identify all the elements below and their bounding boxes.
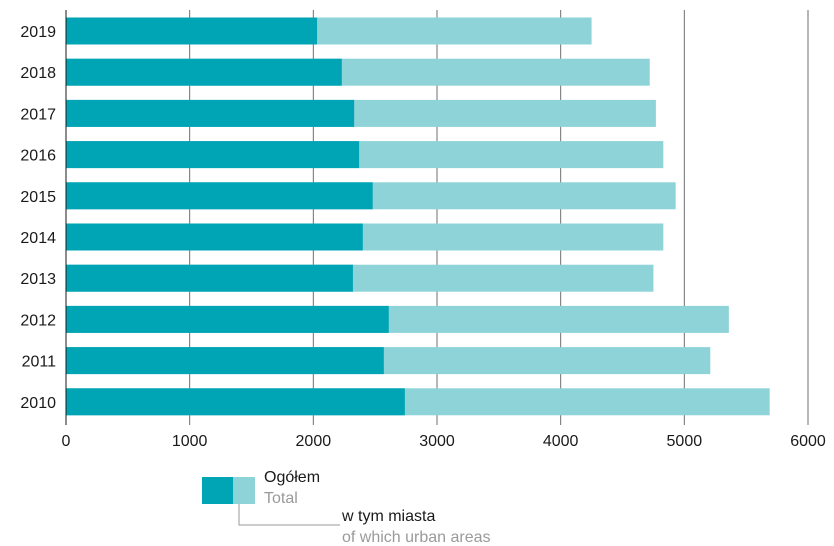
x-tick-labels: 0 1000 2000 3000 4000 5000 6000: [62, 433, 826, 450]
x-tick-label: 4000: [543, 433, 579, 450]
legend-label-urban-en: of which urban areas: [342, 529, 491, 546]
y-tick-label: 2019: [20, 24, 56, 41]
legend-label-urban: w tym miasta: [341, 508, 435, 525]
bar-urban: [66, 305, 389, 333]
legend-swatch-urban: [233, 477, 255, 504]
bar-urban: [66, 223, 363, 251]
x-tick-label: 1000: [172, 433, 208, 450]
y-tick-label: 2011: [22, 354, 57, 371]
y-tick-label: 2014: [20, 230, 56, 247]
legend-connector-line: [238, 504, 340, 526]
legend: Ogółem Total w tym miasta of which urban…: [202, 469, 491, 546]
y-tick-label: 2012: [20, 312, 56, 329]
x-tick-label: 5000: [667, 433, 703, 450]
y-tick-label: 2017: [20, 106, 56, 123]
bar-urban: [66, 58, 342, 86]
x-tick-label: 0: [62, 433, 71, 450]
y-tick-label: 2015: [20, 189, 56, 206]
bar-urban: [66, 17, 318, 45]
legend-label-total-en: Total: [264, 490, 298, 507]
legend-swatch-total: [202, 477, 233, 504]
bar-urban: [66, 388, 405, 416]
legend-label-total: Ogółem: [264, 469, 320, 486]
x-tick-label: 3000: [419, 433, 455, 450]
y-tick-label: 2016: [20, 148, 56, 165]
bar-urban: [66, 264, 353, 292]
y-tick-label: 2013: [20, 271, 56, 288]
x-tick-label: 2000: [296, 433, 332, 450]
bar-urban: [66, 99, 355, 127]
y-tick-label: 2018: [20, 65, 56, 82]
y-tick-label: 2010: [20, 395, 56, 412]
bar-urban: [66, 182, 373, 210]
bar-urban: [66, 141, 360, 169]
x-tick-label: 6000: [790, 433, 826, 450]
bar-urban: [66, 347, 384, 375]
bars: [66, 17, 770, 416]
y-tick-labels: 2019 2018 2017 2016 2015 2014 2013 2012 2011 2010: [20, 24, 56, 412]
